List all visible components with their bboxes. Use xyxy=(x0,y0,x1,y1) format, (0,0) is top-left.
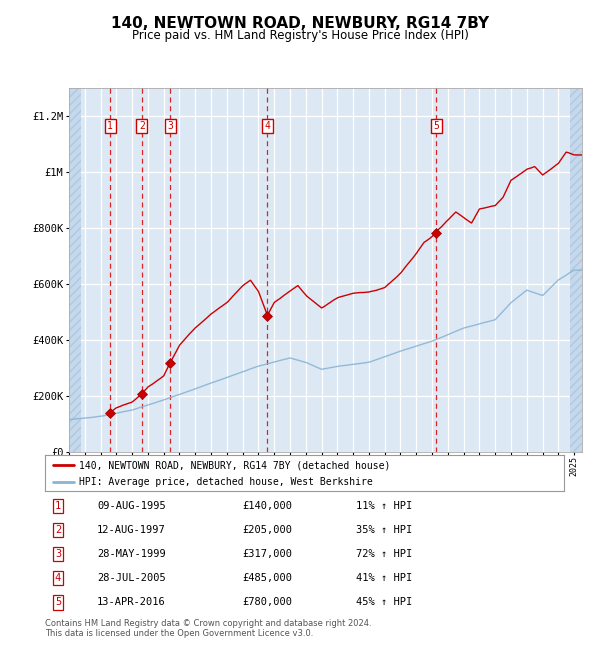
Text: 3: 3 xyxy=(167,121,173,131)
Text: 2: 2 xyxy=(55,525,61,535)
Text: 09-AUG-1995: 09-AUG-1995 xyxy=(97,501,166,511)
Text: Contains HM Land Registry data © Crown copyright and database right 2024.
This d: Contains HM Land Registry data © Crown c… xyxy=(45,619,371,638)
Text: 13-APR-2016: 13-APR-2016 xyxy=(97,597,166,607)
Text: 28-JUL-2005: 28-JUL-2005 xyxy=(97,573,166,583)
Text: 140, NEWTOWN ROAD, NEWBURY, RG14 7BY (detached house): 140, NEWTOWN ROAD, NEWBURY, RG14 7BY (de… xyxy=(79,460,390,470)
Text: 11% ↑ HPI: 11% ↑ HPI xyxy=(356,501,413,511)
Text: 1: 1 xyxy=(55,501,61,511)
Text: 4: 4 xyxy=(265,121,271,131)
Text: 5: 5 xyxy=(55,597,61,607)
Text: Price paid vs. HM Land Registry's House Price Index (HPI): Price paid vs. HM Land Registry's House … xyxy=(131,29,469,42)
Text: £140,000: £140,000 xyxy=(242,501,292,511)
Text: 5: 5 xyxy=(434,121,439,131)
Bar xyxy=(570,88,582,452)
Text: 72% ↑ HPI: 72% ↑ HPI xyxy=(356,549,413,559)
Text: 12-AUG-1997: 12-AUG-1997 xyxy=(97,525,166,535)
Text: 35% ↑ HPI: 35% ↑ HPI xyxy=(356,525,413,535)
Text: 41% ↑ HPI: 41% ↑ HPI xyxy=(356,573,413,583)
Text: 3: 3 xyxy=(55,549,61,559)
Text: 1: 1 xyxy=(107,121,113,131)
Text: £485,000: £485,000 xyxy=(242,573,292,583)
Text: HPI: Average price, detached house, West Berkshire: HPI: Average price, detached house, West… xyxy=(79,477,373,487)
Text: £205,000: £205,000 xyxy=(242,525,292,535)
Text: 4: 4 xyxy=(55,573,61,583)
Bar xyxy=(69,88,81,452)
Text: 2: 2 xyxy=(139,121,145,131)
Text: 140, NEWTOWN ROAD, NEWBURY, RG14 7BY: 140, NEWTOWN ROAD, NEWBURY, RG14 7BY xyxy=(111,16,489,31)
Text: £317,000: £317,000 xyxy=(242,549,292,559)
Text: 28-MAY-1999: 28-MAY-1999 xyxy=(97,549,166,559)
Text: 45% ↑ HPI: 45% ↑ HPI xyxy=(356,597,413,607)
Text: £780,000: £780,000 xyxy=(242,597,292,607)
